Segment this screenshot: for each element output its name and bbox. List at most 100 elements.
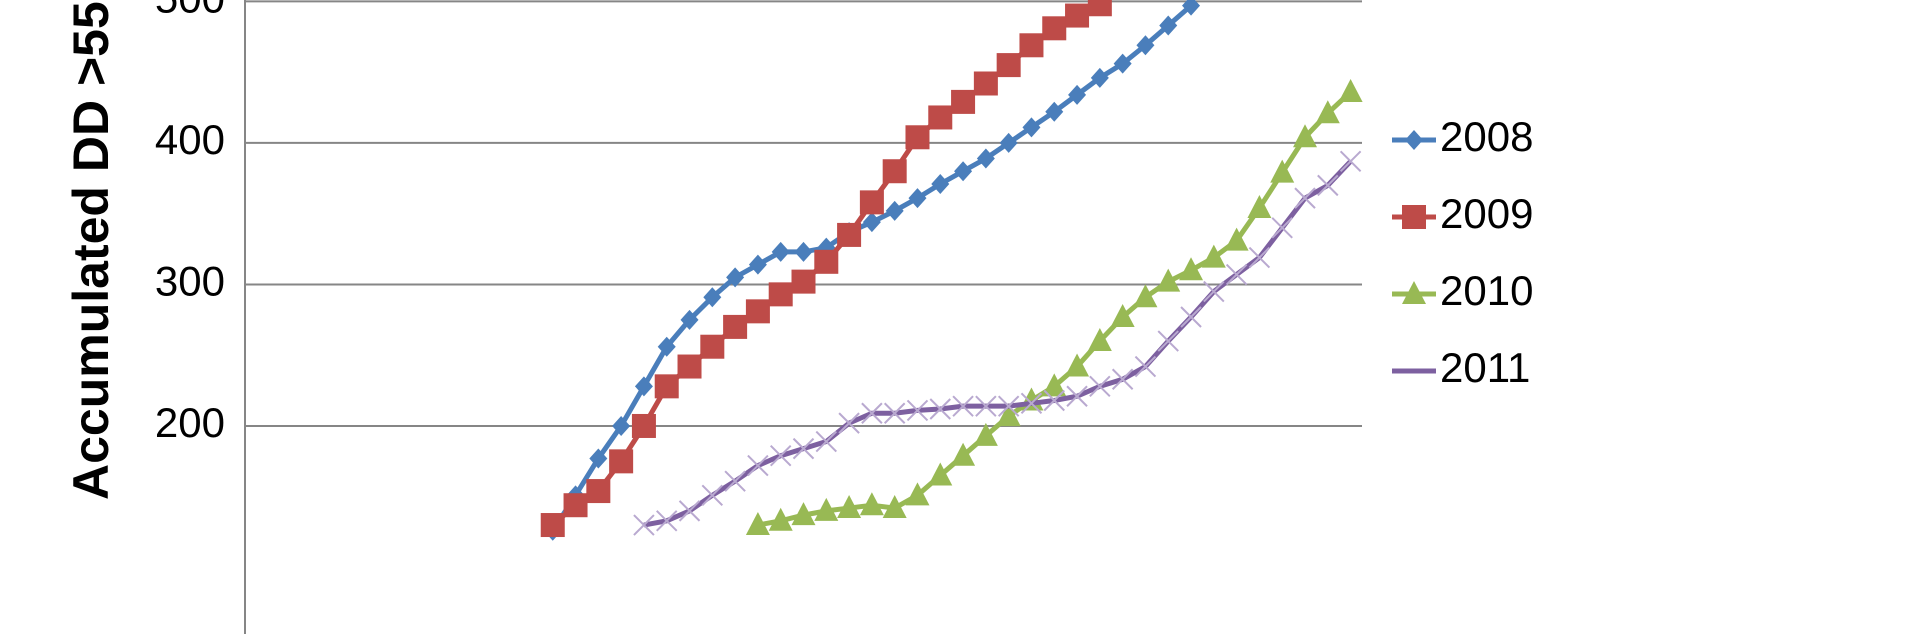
data-point	[1293, 124, 1318, 148]
data-point	[792, 437, 815, 460]
data-point	[1110, 304, 1135, 327]
y-tick-label: 400	[155, 116, 225, 163]
data-point	[654, 374, 679, 399]
data-point	[612, 415, 631, 436]
data-point	[1338, 78, 1363, 102]
data-point	[703, 287, 722, 308]
legend-marker	[1405, 130, 1423, 150]
data-point	[1090, 67, 1109, 88]
data-point	[908, 188, 927, 209]
data-point	[883, 402, 906, 424]
data-point	[905, 125, 930, 150]
data-point	[1065, 3, 1090, 28]
data-point	[791, 502, 816, 526]
data-point	[745, 512, 770, 536]
legend-label: 2009	[1440, 190, 1533, 237]
data-point	[1159, 15, 1178, 36]
data-point	[1201, 244, 1226, 268]
data-point	[905, 482, 930, 506]
legend-label: 2011	[1440, 344, 1530, 391]
data-point	[815, 430, 838, 453]
data-point	[1019, 33, 1044, 58]
data-point	[1182, 0, 1201, 16]
data-point	[1157, 330, 1179, 352]
data-point	[678, 500, 701, 522]
data-point	[1294, 187, 1316, 209]
data-point	[747, 454, 769, 477]
data-point	[929, 398, 951, 420]
data-point	[1113, 53, 1132, 74]
data-point	[882, 495, 907, 519]
data-point	[631, 413, 656, 438]
data-point	[999, 132, 1018, 153]
y-tick-label: 500	[155, 0, 225, 22]
data-point	[1068, 84, 1087, 105]
data-point	[1203, 280, 1225, 303]
data-point	[563, 493, 588, 518]
data-point	[1156, 268, 1181, 292]
data-point	[1224, 227, 1249, 251]
data-point	[861, 402, 883, 424]
data-point	[1179, 257, 1204, 281]
data-point	[952, 395, 974, 417]
legend-label: 2008	[1440, 113, 1533, 160]
data-point	[1315, 100, 1340, 124]
data-point	[748, 254, 767, 275]
data-point	[859, 492, 884, 516]
data-point	[1022, 117, 1041, 138]
data-point	[1225, 263, 1248, 286]
legend-marker	[1402, 281, 1426, 304]
data-point	[1133, 284, 1158, 308]
data-point	[882, 159, 907, 184]
data-point	[589, 448, 608, 469]
legend-marker	[1402, 205, 1426, 229]
data-point	[768, 507, 793, 531]
data-point	[700, 334, 725, 359]
data-point	[1087, 0, 1112, 17]
data-point	[954, 161, 973, 182]
data-point	[1042, 16, 1067, 41]
data-point	[1339, 150, 1362, 173]
data-point	[771, 241, 790, 262]
data-point	[862, 212, 881, 233]
data-point	[973, 71, 998, 96]
data-point	[814, 497, 839, 521]
data-point	[540, 513, 565, 538]
data-point	[724, 470, 746, 492]
data-point	[1180, 306, 1202, 328]
data-point	[996, 403, 1021, 427]
data-point	[1045, 101, 1064, 122]
data-point	[1111, 368, 1134, 390]
y-axis-label: Accumulated DD >55	[63, 1, 119, 500]
data-point	[837, 222, 862, 247]
legend-label: 2010	[1440, 267, 1533, 314]
data-point	[975, 395, 997, 417]
data-point	[1317, 174, 1339, 197]
data-point	[928, 462, 953, 486]
data-point	[1066, 385, 1088, 407]
data-point	[1043, 389, 1065, 412]
data-point	[885, 200, 904, 221]
data-point	[1042, 373, 1067, 397]
data-point	[726, 267, 745, 288]
data-point	[634, 376, 653, 397]
data-point	[996, 53, 1021, 78]
data-point	[680, 309, 699, 330]
data-point	[1248, 246, 1271, 269]
data-point	[931, 173, 950, 194]
data-point	[838, 412, 860, 434]
y-tick-label: 300	[155, 258, 225, 305]
data-point	[677, 354, 702, 379]
data-point	[657, 336, 676, 357]
data-point	[656, 510, 678, 532]
data-point	[723, 314, 748, 339]
data-point	[633, 514, 655, 536]
data-point	[1271, 217, 1293, 239]
y-tick-label: 200	[155, 399, 225, 446]
data-point	[951, 89, 976, 114]
data-point	[1087, 328, 1112, 352]
data-point	[768, 282, 793, 307]
data-point	[928, 105, 953, 130]
data-point	[1270, 159, 1295, 183]
